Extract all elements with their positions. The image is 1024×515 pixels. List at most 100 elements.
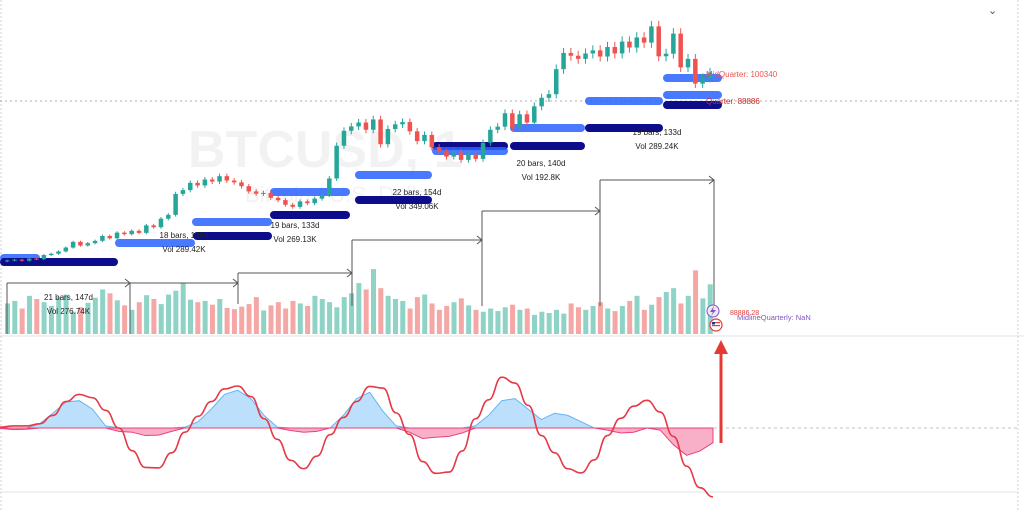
volume-bar <box>524 308 530 334</box>
candle-body <box>151 225 156 228</box>
measure-bars-label: 21 bars, 147d <box>44 293 93 302</box>
candle-body <box>517 114 522 128</box>
candle-body <box>188 182 193 191</box>
volume-bar <box>414 297 420 334</box>
candle-body <box>707 72 713 78</box>
volume-bar <box>173 290 179 334</box>
volume-bar <box>231 309 237 334</box>
annotation-arrow[interactable] <box>714 340 728 443</box>
volume-bar <box>583 309 589 334</box>
volume-bars <box>5 269 713 334</box>
volume-bar <box>63 294 69 334</box>
candle-body <box>85 243 91 246</box>
measure-vol-label: Vol 276.74K <box>47 307 91 316</box>
candle-body <box>129 230 134 235</box>
volume-bar <box>166 294 172 334</box>
measure-vol-label: Vol 269.13K <box>273 235 317 244</box>
measure-bars-label: 19 bars, 133d <box>271 221 320 230</box>
volume-bar <box>693 270 699 334</box>
mid-quarter-label: MidQuarter: 100340 <box>706 70 778 79</box>
volume-bar <box>685 295 691 334</box>
volume-bar <box>129 309 135 334</box>
volume-bar <box>188 299 193 334</box>
candle-body <box>297 201 303 207</box>
stacked-value-label: 88886.28 <box>730 310 759 317</box>
candle-body <box>63 247 69 252</box>
chevron-down-icon[interactable]: ⌄ <box>988 5 998 17</box>
volume-bar <box>261 310 267 334</box>
measure-bars-label: 19 bars, 133d <box>633 128 682 137</box>
volume-bar <box>144 295 150 334</box>
candle-body <box>568 52 574 56</box>
volume-bar <box>246 304 252 334</box>
candle-body <box>488 129 493 143</box>
volume-bar <box>19 308 25 334</box>
candle-body <box>649 26 654 43</box>
volume-bar <box>612 311 618 334</box>
measure-bars-label: 22 bars, 154d <box>393 188 442 197</box>
volume-bar <box>429 303 435 334</box>
candle-body <box>180 190 186 194</box>
candle-body <box>414 131 420 142</box>
candle-body <box>561 52 566 70</box>
measurement-tools[interactable]: 21 bars, 147d Vol 276.74K 18 bars, 126d Vol… <box>6 128 715 334</box>
volume-bar <box>283 308 289 334</box>
candle-body <box>246 186 252 192</box>
volume-bar <box>502 307 508 334</box>
candle-body <box>305 201 310 204</box>
candle-body <box>480 142 486 159</box>
flag-us-icon[interactable] <box>709 318 723 332</box>
volume-bar <box>510 304 516 334</box>
volume-bar <box>195 302 201 334</box>
volume-bar <box>122 305 128 334</box>
candle-body <box>663 53 669 57</box>
candle-body <box>261 192 266 194</box>
volume-bar <box>151 299 157 334</box>
volume-bar <box>290 300 296 334</box>
volume-bar <box>253 297 259 334</box>
candle-body <box>356 122 361 127</box>
candle-body <box>495 126 500 130</box>
volume-bar <box>466 305 472 334</box>
candle-body <box>209 179 215 182</box>
volume-bar <box>378 288 384 334</box>
volume-bar <box>597 302 603 334</box>
candle-body <box>678 33 683 68</box>
candle-body <box>144 225 149 233</box>
volume-bar <box>480 311 486 334</box>
candle-body <box>473 154 478 159</box>
candle-body <box>173 193 178 215</box>
candle-body <box>41 255 47 260</box>
volume-bar <box>700 298 706 334</box>
volume-bar <box>458 298 464 334</box>
volume-bar <box>568 303 574 334</box>
volume-bar <box>349 293 355 334</box>
volume-bar <box>444 306 450 334</box>
lightning-icon[interactable] <box>706 304 720 318</box>
volume-bar <box>327 302 333 334</box>
volume-bar <box>517 309 523 334</box>
candle-body <box>56 251 61 254</box>
watermark-symbol: BTCUSD, 1 <box>188 121 462 179</box>
candle-body <box>158 218 164 228</box>
candle-body <box>575 55 581 59</box>
candle-body <box>253 191 259 194</box>
candle-body <box>554 69 559 95</box>
volume-bar <box>407 308 413 334</box>
candle-body <box>546 94 552 98</box>
volume-bar <box>334 307 340 334</box>
candle-body <box>641 37 647 43</box>
volume-bar <box>488 308 494 334</box>
candle-body <box>136 230 142 233</box>
candle-body <box>671 33 676 54</box>
candlesticks <box>5 20 713 263</box>
volume-bar <box>473 309 479 334</box>
candle-body <box>524 114 530 123</box>
candle-body <box>583 53 588 59</box>
candle-body <box>107 235 112 239</box>
measure-bars-label: 20 bars, 140d <box>517 159 566 168</box>
candle-body <box>239 182 244 187</box>
volume-bar <box>48 306 54 334</box>
